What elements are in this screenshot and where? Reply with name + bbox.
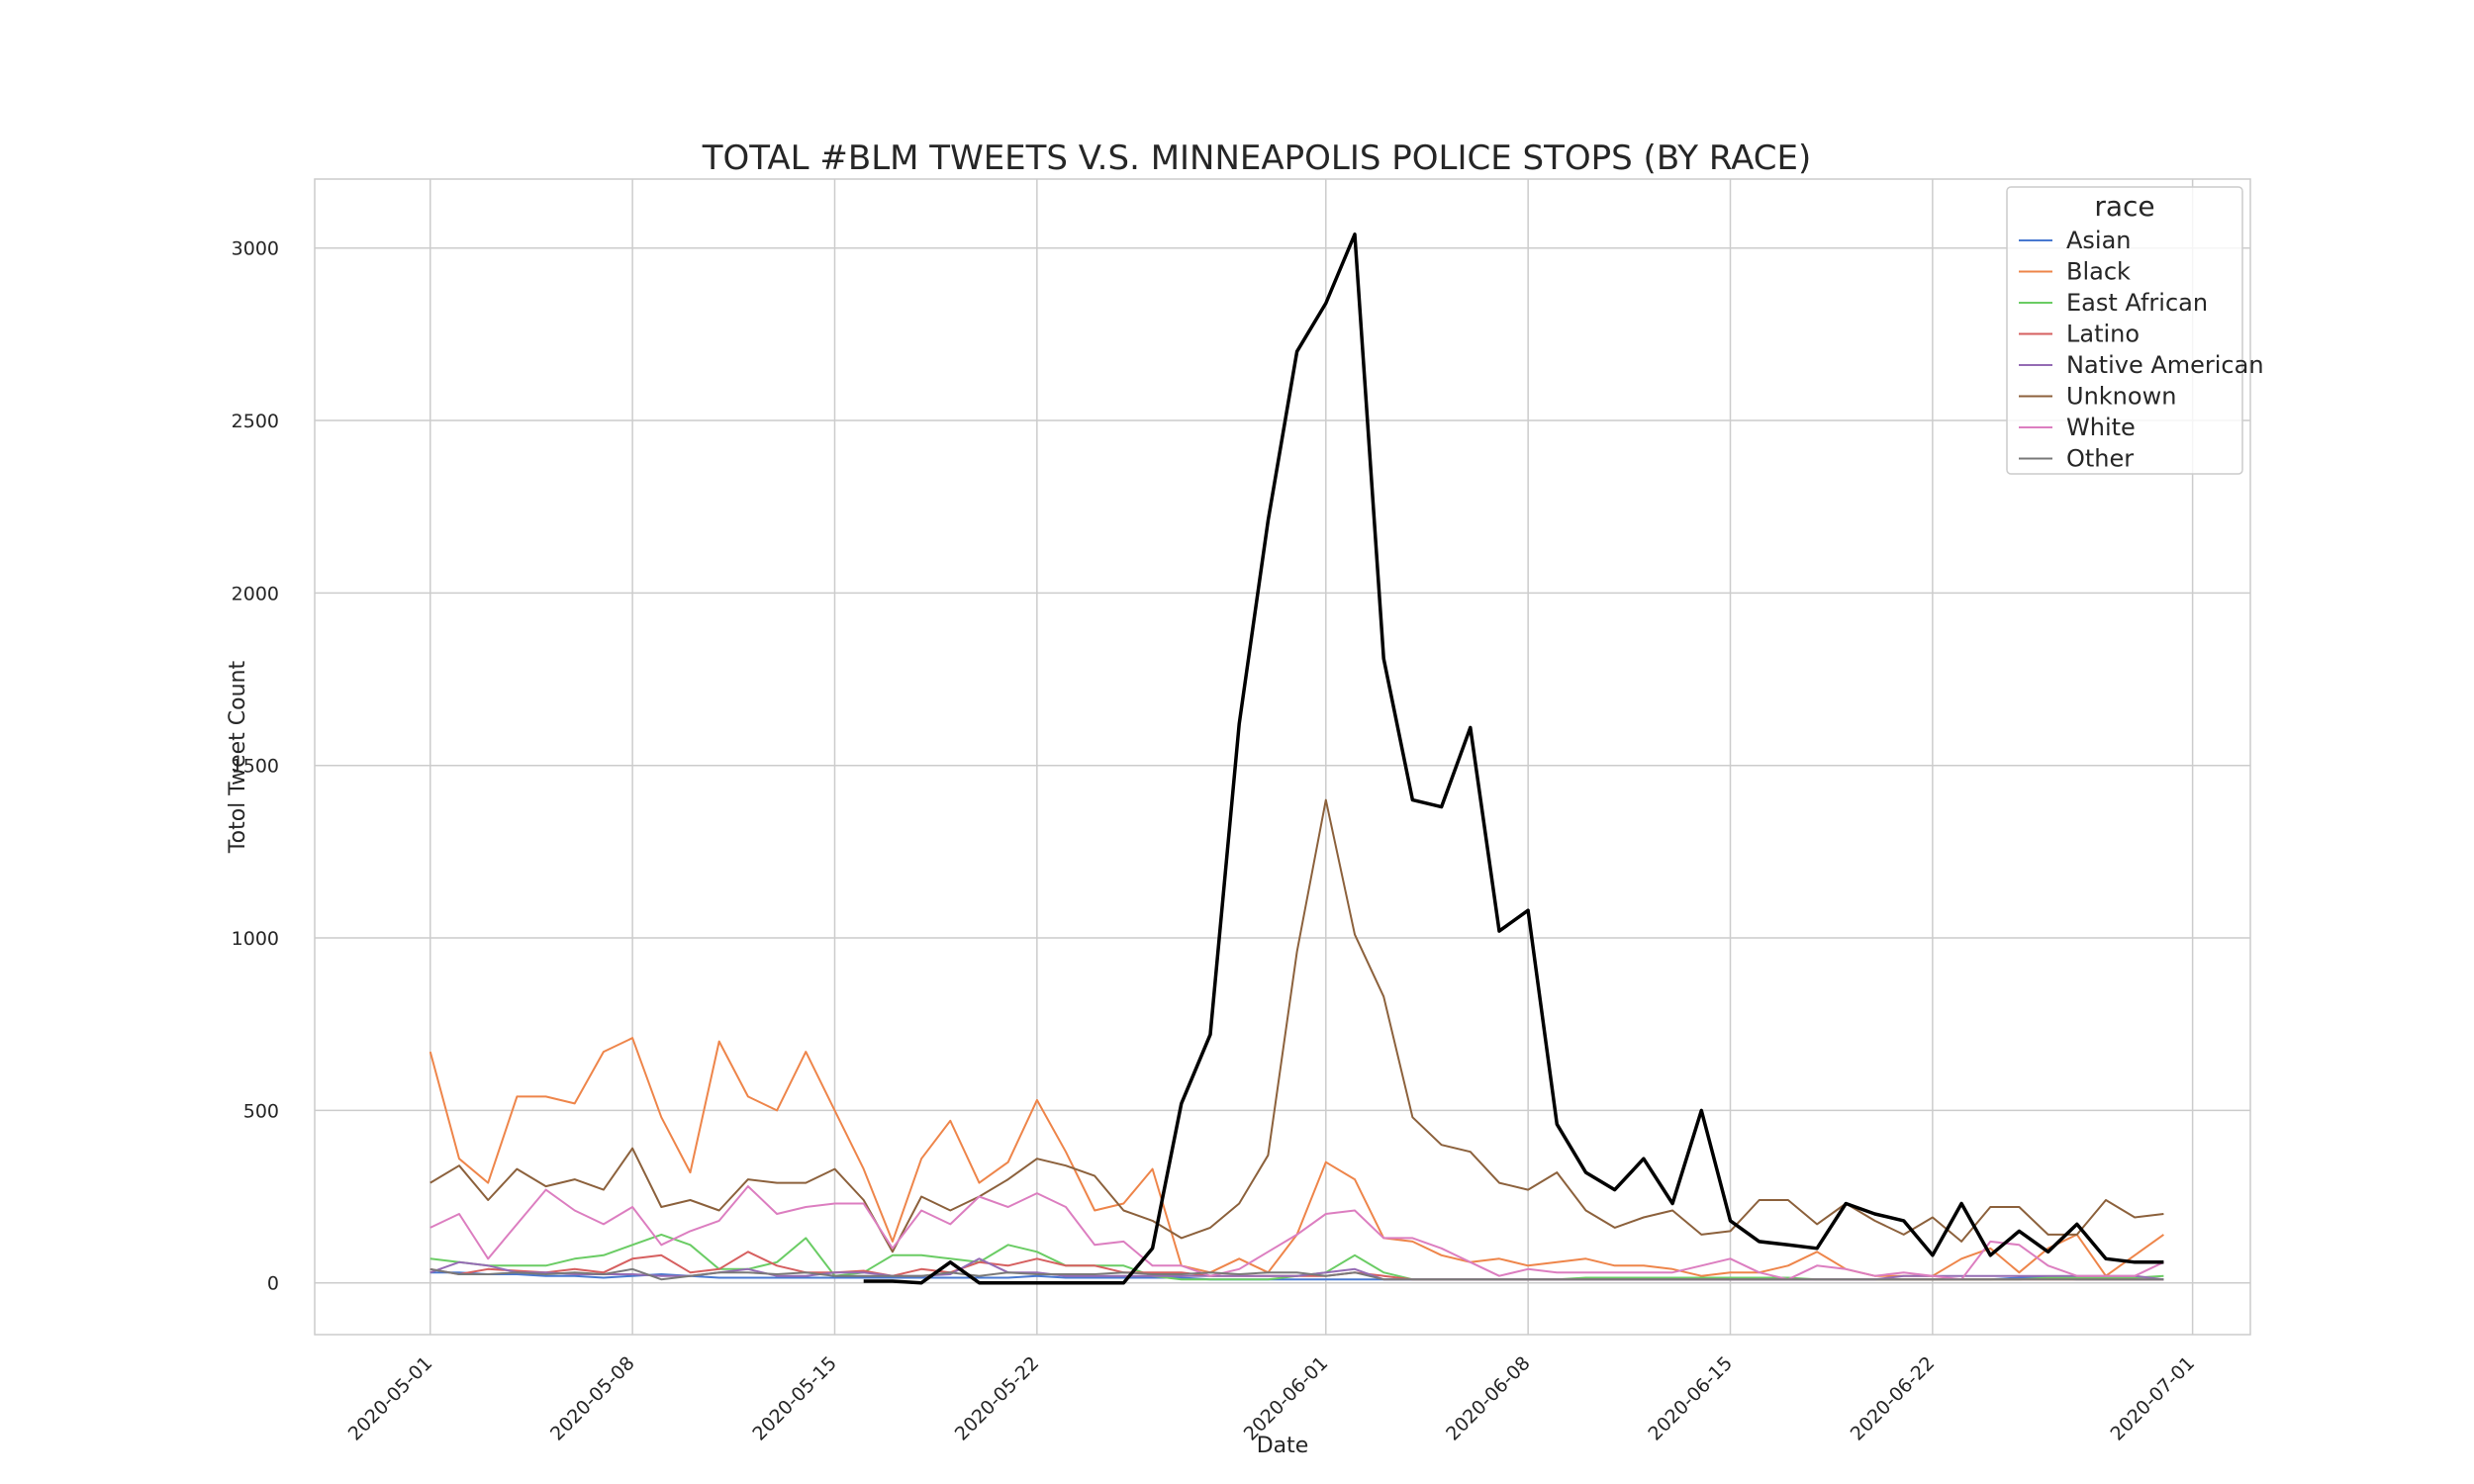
chart-title: TOTAL #BLM TWEETS V.S. MINNEAPOLIS POLIC… [702,139,1812,178]
y-tick-label: 500 [243,1100,279,1122]
y-axis-ticks: 0 500 1000 1500 2000 2500 3000 [232,238,279,1295]
plot-area [314,178,2251,1336]
series-line-other [429,1267,2164,1281]
legend-label-black: Black [2066,258,2131,286]
tweet-count-line [863,232,2164,1285]
y-tick-label: 2500 [232,411,279,432]
x-axis-label: Date [1257,1434,1309,1458]
legend-label-native-american: Native American [2066,351,2264,379]
legend-label-white: White [2066,414,2136,441]
y-tick-label: 3000 [232,238,279,260]
legend-label-other: Other [2066,445,2134,473]
y-tick-label: 1500 [232,756,279,778]
legend-label-east-african: East African [2066,289,2208,317]
y-tick-label: 2000 [232,583,279,604]
legend-items: Asian Black East African Latino Native Ameri… [2019,227,2264,473]
y-tick-label: 1000 [232,928,279,950]
legend: race Asian Black East African Latino Native … [2006,186,2264,475]
legend-label-asian: Asian [2066,227,2132,254]
plot-frame [314,178,2251,1336]
series-lines [428,232,2164,1285]
legend-title: race [2094,190,2154,223]
grid-lines [315,179,2250,1335]
legend-box [2006,186,2243,475]
series-line-white [429,1185,2164,1281]
legend-label-latino: Latino [2066,321,2140,348]
y-axis-label: Totol Tweet Count [226,661,250,855]
series-line-unknown [429,798,2164,1253]
legend-label-unknown: Unknown [2066,383,2176,411]
y-tick-label: 0 [267,1273,279,1295]
